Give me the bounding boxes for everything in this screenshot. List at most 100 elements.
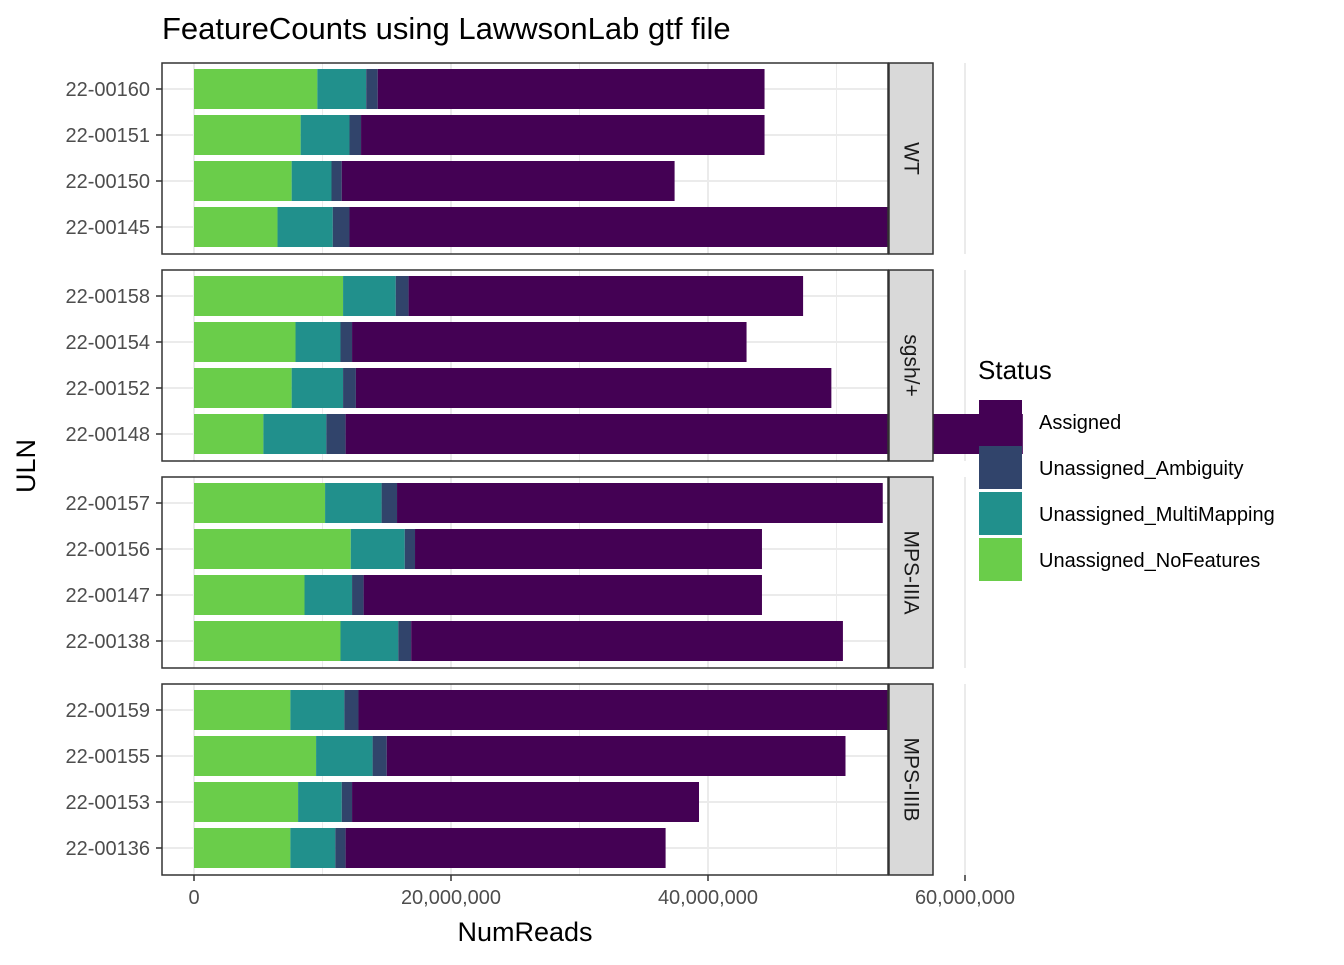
bar-segment-unassigned-nofeatures [194,736,317,776]
legend: Status Assigned Unassigned_Ambiguity Unass… [978,355,1275,581]
bar-segment-unassigned-nofeatures [194,115,301,155]
bar-segment-unassigned-multimapping [277,207,333,247]
bar-segment-assigned [386,736,846,776]
facet-strip [888,476,934,669]
facet-strip [888,683,934,876]
bar-segment-unassigned-multimapping [291,368,344,408]
y-tick-label: 22-00136 [65,838,150,860]
legend-swatch [979,446,1022,489]
bar-segment-unassigned-ambiguity [335,828,346,868]
y-tick-label: 22-00145 [65,217,150,239]
panel-border [161,476,889,669]
bar-segment-unassigned-nofeatures [194,575,305,615]
y-tick-label: 22-00158 [65,286,150,308]
x-tick-label: 0 [188,887,199,909]
x-tick-label: 40,000,000 [658,887,758,909]
bar-segment-unassigned-ambiguity [372,736,387,776]
bar-segment-unassigned-ambiguity [404,529,416,569]
panel-border [161,683,889,876]
bar-segment-unassigned-multimapping [325,483,382,523]
bar-segment-assigned [361,115,765,155]
facet-strip-label: MPS-IIIB [900,737,923,821]
bar-segment-unassigned-nofeatures [194,322,296,362]
bar-segment-assigned [352,782,700,822]
bar-segment-assigned [363,575,762,615]
panel-border [161,62,889,255]
bar-segment-assigned [411,621,843,661]
bar-segment-unassigned-nofeatures [194,276,344,316]
facet-strip-label: WT [900,142,923,175]
bar-segment-assigned [345,828,666,868]
bar-segment-unassigned-multimapping [340,621,399,661]
bar-segment-unassigned-nofeatures [194,414,264,454]
y-tick-label: 22-00156 [65,539,150,561]
bar-segment-unassigned-ambiguity [352,575,364,615]
x-tick-label: 20,000,000 [401,887,501,909]
bar-segment-unassigned-ambiguity [340,322,353,362]
legend-title: Status [978,355,1052,385]
legend-swatch [979,538,1022,581]
legend-swatch [979,492,1022,535]
bar-segment-unassigned-multimapping [290,828,336,868]
x-axis: 0 20,000,000 40,000,000 60,000,000 [188,875,1015,909]
y-tick-label: 22-00155 [65,746,150,768]
bar-segment-unassigned-nofeatures [194,529,351,569]
bar-segment-unassigned-nofeatures [194,207,278,247]
bar-segment-unassigned-nofeatures [194,828,291,868]
bar-segment-unassigned-ambiguity [332,207,350,247]
bar-segment-unassigned-nofeatures [194,690,291,730]
legend-label: Unassigned_MultiMapping [1039,504,1275,526]
bar-segment-unassigned-nofeatures [194,621,341,661]
y-tick-label: 22-00153 [65,792,150,814]
bar-segment-assigned [352,322,747,362]
y-tick-label: 22-00147 [65,585,150,607]
bar-segment-unassigned-multimapping [291,161,332,201]
y-tick-label: 22-00150 [65,171,150,193]
bar-segment-unassigned-ambiguity [326,414,346,454]
facet-strip-label: MPS-IIIA [900,530,923,614]
legend-label: Unassigned_NoFeatures [1039,550,1260,572]
facet-panel: 22-00160 22-00151 22-00150 22-00145 WT [65,62,966,255]
legend-swatch [979,400,1022,443]
y-tick-label: 22-00157 [65,493,150,515]
bar-segment-unassigned-ambiguity [349,115,362,155]
bar-segment-assigned [349,207,927,247]
y-tick-label: 22-00151 [65,125,150,147]
legend-label: Assigned [1039,412,1121,434]
bar-segment-unassigned-ambiguity [381,483,398,523]
facet-strip-label: sgsh/+ [900,334,923,396]
y-axis-title: ULN [11,439,41,493]
bar-segment-unassigned-ambiguity [395,276,409,316]
facet-strip [888,269,934,462]
facet-panel: 22-00157 22-00156 22-00147 22-00138 MPS-IIIA [65,476,966,669]
bar-segment-unassigned-multimapping [298,782,342,822]
bar-segment-unassigned-multimapping [304,575,353,615]
bar-segment-assigned [341,161,675,201]
y-tick-label: 22-00159 [65,700,150,722]
facet-panel: 22-00158 22-00154 22-00152 22-00148 sgsh/+ [65,269,1023,462]
bar-segment-unassigned-ambiguity [341,782,353,822]
facet-panels: 22-0016022-0015122-0015022-00145WT22-001… [65,62,1023,876]
x-tick-label: 60,000,000 [915,887,1015,909]
bar-segment-assigned [408,276,804,316]
bar-segment-unassigned-ambiguity [366,69,378,109]
bar-segment-unassigned-multimapping [316,736,373,776]
x-axis-title: NumReads [457,917,592,947]
bar-segment-unassigned-multimapping [317,69,367,109]
bar-segment-unassigned-nofeatures [194,69,318,109]
bar-segment-unassigned-ambiguity [344,690,359,730]
bar-segment-unassigned-nofeatures [194,483,326,523]
y-tick-label: 22-00152 [65,378,150,400]
legend-label: Unassigned_Ambiguity [1039,458,1244,480]
bar-segment-unassigned-multimapping [295,322,341,362]
bar-segment-assigned [377,69,765,109]
bar-segment-unassigned-multimapping [263,414,327,454]
bar-segment-assigned [358,690,895,730]
bar-segment-unassigned-ambiguity [331,161,342,201]
y-tick-label: 22-00148 [65,424,150,446]
chart-title: FeatureCounts using LawwsonLab gtf file [162,11,731,46]
bar-segment-unassigned-nofeatures [194,368,292,408]
bar-segment-assigned [355,368,832,408]
panel-border [161,269,889,462]
